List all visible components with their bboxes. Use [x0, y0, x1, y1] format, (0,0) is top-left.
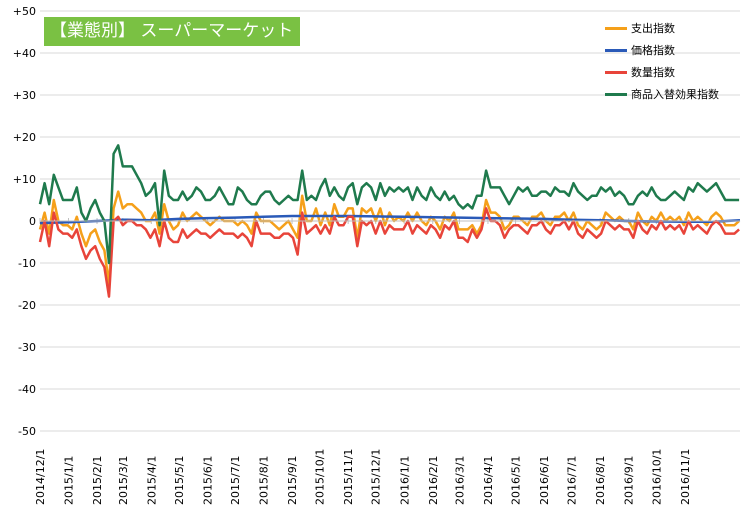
legend-item: 支出指数	[605, 17, 745, 39]
x-tick-label: 2016/6/1	[538, 456, 551, 505]
x-tick-label: 2016/8/1	[594, 456, 607, 505]
legend-label: 価格指数	[631, 44, 675, 57]
y-tick-label: -10	[18, 257, 36, 270]
x-tick-label: 2014/12/1	[34, 449, 47, 505]
legend: 支出指数 価格指数 数量指数 商品入替効果指数	[605, 17, 745, 105]
x-tick-label: 2016/4/1	[482, 456, 495, 505]
x-tick-label: 2015/11/1	[342, 449, 355, 505]
x-tick-label: 2016/5/1	[510, 456, 523, 505]
y-tick-label: +10	[13, 173, 36, 186]
x-tick-label: 2015/7/1	[229, 456, 242, 505]
y-tick-label: -30	[18, 341, 36, 354]
y-tick-label: -40	[18, 383, 36, 396]
x-tick-label: 2016/10/1	[650, 449, 663, 505]
series-lines	[38, 144, 741, 298]
y-tick-label: +40	[13, 47, 36, 60]
legend-label: 支出指数	[631, 22, 675, 35]
legend-swatch	[605, 70, 627, 74]
legend-swatch	[605, 48, 627, 52]
x-tick-label: 2015/12/1	[370, 449, 383, 505]
y-tick-label: -50	[18, 425, 36, 438]
legend-swatch	[605, 92, 627, 96]
y-tick-label: 0	[29, 215, 36, 228]
x-tick-label: 2015/5/1	[173, 456, 186, 505]
y-tick-label: +50	[13, 5, 36, 18]
legend-item: 価格指数	[605, 39, 745, 61]
x-axis-ticks: 2014/12/1 2015/1/1 2015/2/1 2015/3/1 2015/4/…	[34, 218, 692, 505]
x-tick-label: 2015/1/1	[63, 456, 76, 505]
x-tick-label: 2015/9/1	[286, 456, 299, 505]
legend-label: 商品入替効果指数	[631, 88, 719, 101]
y-axis-ticks: +50 +40 +30 +20 +10 0 -10 -20 -30 -40 -50	[13, 5, 36, 438]
x-tick-label: 2016/7/1	[566, 456, 579, 505]
legend-item: 商品入替効果指数	[605, 83, 745, 105]
x-tick-label: 2016/11/1	[679, 449, 692, 505]
x-tick-label: 2015/3/1	[117, 456, 130, 505]
x-tick-label: 2015/2/1	[91, 456, 104, 505]
x-tick-label: 2016/2/1	[427, 456, 440, 505]
x-tick-label: 2016/3/1	[453, 456, 466, 505]
x-tick-label: 2015/8/1	[258, 456, 271, 505]
x-tick-label: 2015/10/1	[314, 449, 327, 505]
x-tick-label: 2016/1/1	[398, 456, 411, 505]
x-tick-label: 2015/4/1	[145, 456, 158, 505]
legend-swatch	[605, 26, 627, 30]
x-tick-label: 2015/6/1	[201, 456, 214, 505]
legend-label: 数量指数	[631, 66, 675, 79]
series-line	[38, 207, 740, 298]
chart-title: 【業態別】 スーパーマーケット	[44, 17, 300, 46]
legend-item: 数量指数	[605, 61, 745, 83]
x-tick-label: 2016/9/1	[623, 456, 636, 505]
series-line	[38, 144, 740, 265]
y-tick-label: -20	[18, 299, 36, 312]
y-tick-label: +20	[13, 131, 36, 144]
y-tick-label: +30	[13, 89, 36, 102]
